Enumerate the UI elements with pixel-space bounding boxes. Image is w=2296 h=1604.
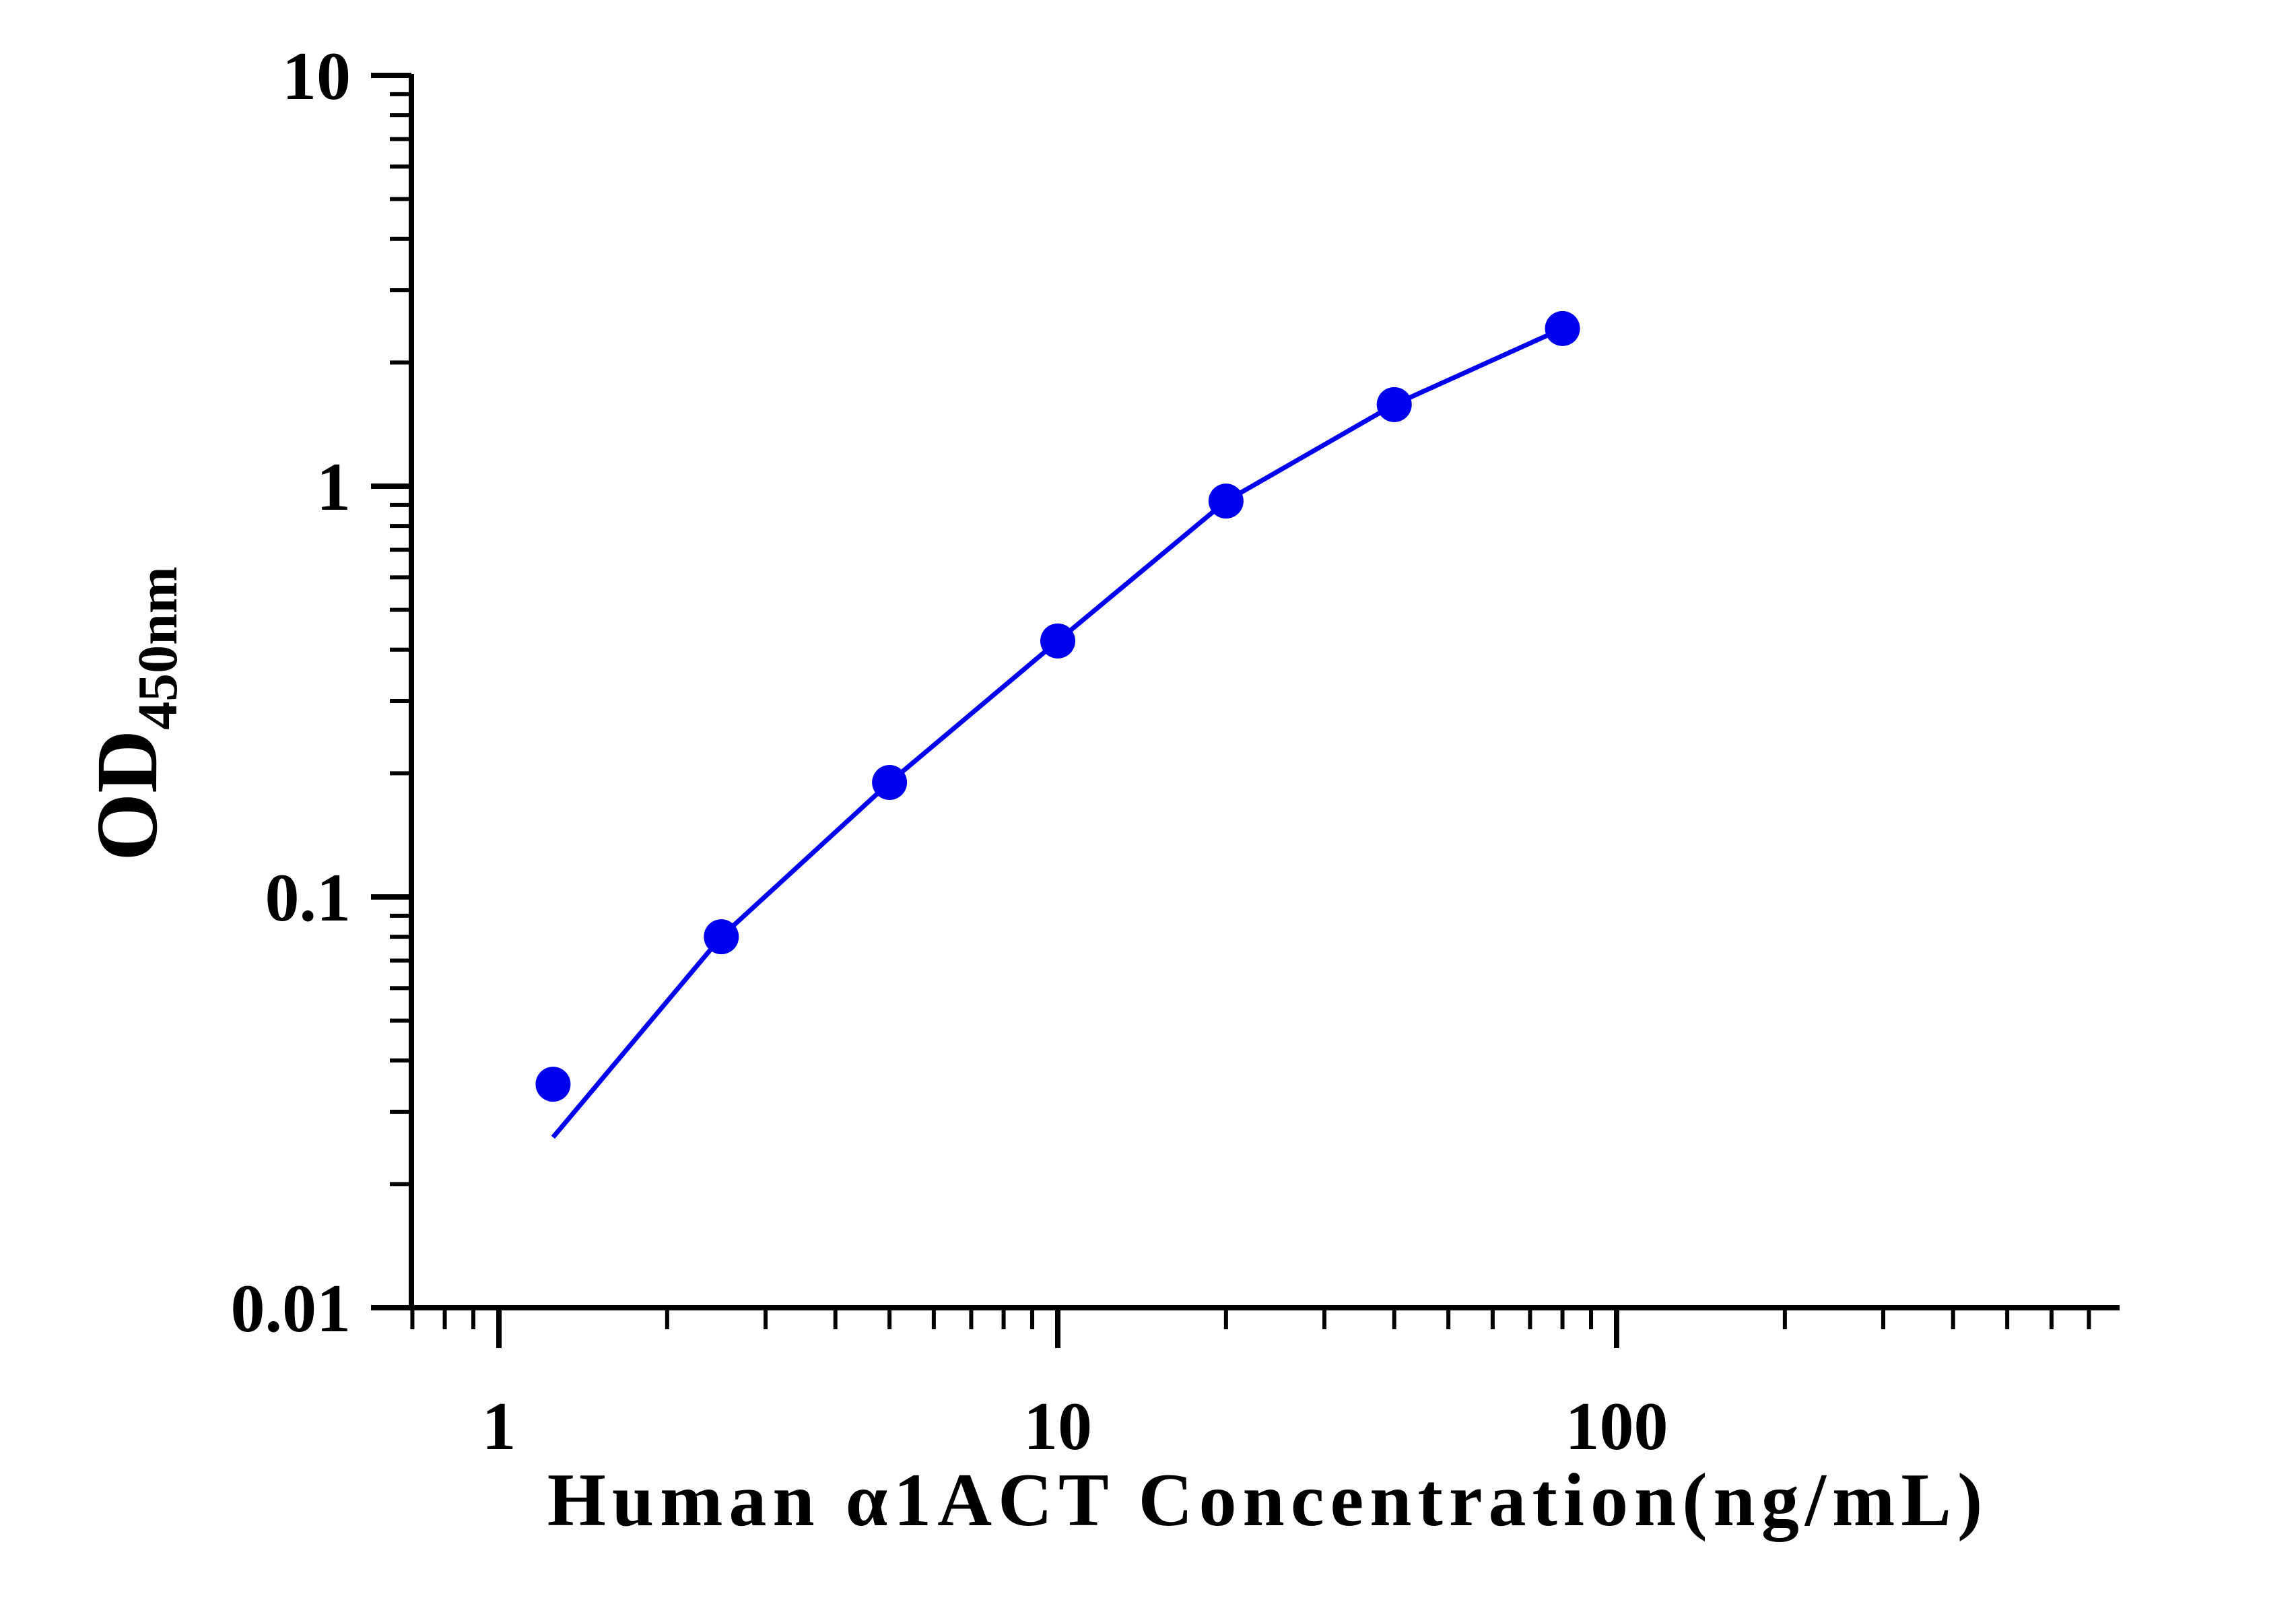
- y-tick-label: 0.01: [231, 1271, 351, 1347]
- y-tick-label: 10: [282, 38, 351, 114]
- data-point: [1545, 310, 1580, 346]
- fit-curve-group: [551, 326, 1564, 1139]
- x-tick-label: 10: [1023, 1389, 1092, 1465]
- x-tick-label: 100: [1565, 1389, 1668, 1465]
- fit-curve: [551, 326, 1564, 1139]
- y-axis-ticks: 0.01 0.1 1 10: [231, 38, 411, 1347]
- x-axis-ticks: 1 10 100: [410, 1308, 2091, 1465]
- y-axis-title: OD450nm: [79, 566, 189, 861]
- y-axis-title-subscript: 450nm: [127, 566, 189, 730]
- data-point: [535, 1067, 571, 1102]
- y-tick-label: 1: [316, 449, 351, 525]
- axes: [409, 74, 2120, 1310]
- y-tick-label: 0.1: [265, 860, 351, 936]
- y-axis-title-main: OD: [79, 730, 176, 861]
- data-points: [535, 310, 1580, 1102]
- data-point: [704, 919, 739, 955]
- x-tick-label: 1: [482, 1389, 516, 1465]
- data-point: [1208, 483, 1244, 519]
- x-axis-title: Human α1ACT Concentration(ng/mL): [547, 1459, 1989, 1542]
- data-point: [872, 764, 908, 800]
- data-point: [1376, 387, 1412, 422]
- data-point: [1040, 623, 1075, 659]
